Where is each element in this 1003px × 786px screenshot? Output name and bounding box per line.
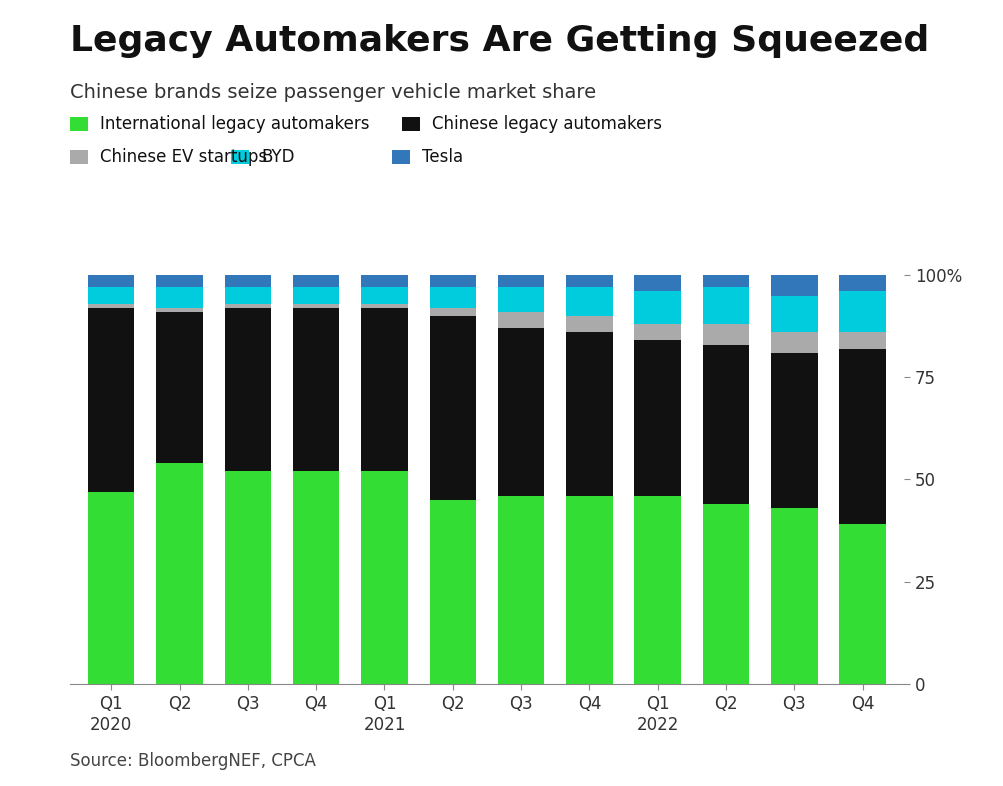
Bar [634,275,680,292]
Bar [770,508,816,684]
Bar [634,324,680,340]
Bar [156,288,203,308]
Bar [497,275,544,288]
Bar [566,496,612,684]
Bar [361,303,407,308]
Bar [566,275,612,288]
Bar [839,332,885,349]
Text: International legacy automakers: International legacy automakers [100,116,369,133]
Bar [429,500,475,684]
Bar [839,275,885,292]
Bar [566,288,612,316]
Bar [634,292,680,324]
Bar [497,496,544,684]
Bar [88,288,134,303]
Bar [429,275,475,288]
Bar [497,329,544,496]
Bar [770,296,816,332]
Bar [156,312,203,463]
Bar [225,308,271,472]
Bar [293,275,339,288]
Bar [566,316,612,332]
Bar [770,275,816,296]
Bar [88,303,134,308]
Bar [225,303,271,308]
Text: Source: BloombergNEF, CPCA: Source: BloombergNEF, CPCA [70,752,316,770]
Bar [429,316,475,500]
Bar [361,308,407,472]
Bar [497,312,544,329]
Bar [839,349,885,524]
Bar [293,303,339,308]
Bar [770,353,816,508]
Bar [702,504,748,684]
Text: Legacy Automakers Are Getting Squeezed: Legacy Automakers Are Getting Squeezed [70,24,929,57]
Bar [361,288,407,303]
Text: Chinese EV startups: Chinese EV startups [100,149,267,166]
Bar [156,308,203,312]
Bar [702,288,748,324]
Bar [429,288,475,308]
Bar [770,332,816,353]
Bar [634,496,680,684]
Bar [293,308,339,472]
Bar [225,288,271,303]
Bar [156,463,203,684]
Bar [88,492,134,684]
Bar [702,275,748,288]
Bar [361,472,407,684]
Text: Chinese legacy automakers: Chinese legacy automakers [431,116,661,133]
Bar [702,324,748,344]
Bar [839,524,885,684]
Bar [361,275,407,288]
Bar [497,288,544,312]
Text: Tesla: Tesla [421,149,462,166]
Bar [839,292,885,332]
Bar [88,275,134,288]
Bar [634,340,680,496]
Bar [156,275,203,288]
Text: Chinese brands seize passenger vehicle market share: Chinese brands seize passenger vehicle m… [70,83,596,101]
Bar [225,275,271,288]
Bar [88,308,134,492]
Text: BYD: BYD [261,149,294,166]
Bar [702,344,748,504]
Bar [225,472,271,684]
Bar [293,288,339,303]
Bar [293,472,339,684]
Bar [566,332,612,496]
Bar [429,308,475,316]
